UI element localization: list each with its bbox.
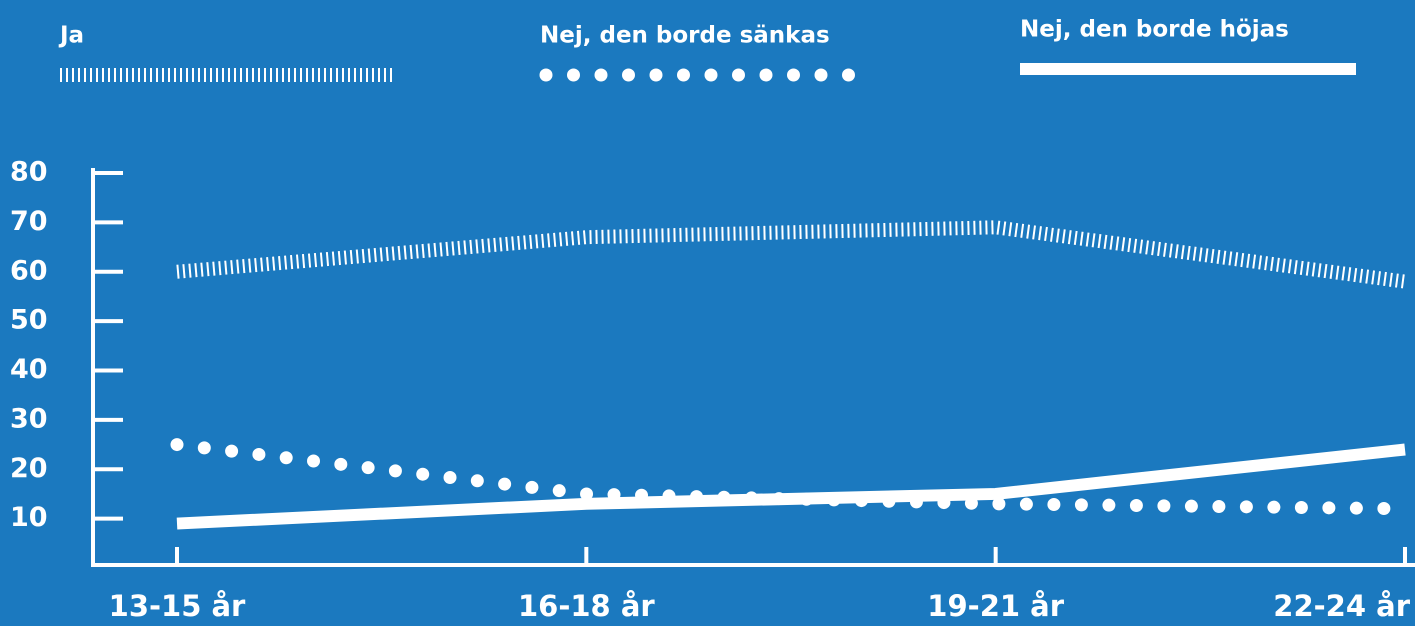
y-tick-label: 40 [10, 354, 48, 385]
x-tick-label: 13-15 år [109, 589, 246, 623]
y-tick-label: 30 [10, 403, 48, 434]
y-tick-label: 70 [10, 206, 48, 237]
y-tick-label: 60 [10, 255, 48, 286]
legend-label: Nej, den borde höjas [1020, 17, 1289, 43]
legend-label: Nej, den borde sänkas [540, 23, 830, 49]
legend-label: Ja [58, 23, 84, 49]
y-tick-label: 80 [10, 157, 48, 188]
x-tick-label: 22-24 år [1273, 589, 1410, 623]
x-tick-label: 16-18 år [518, 589, 655, 623]
data-line [176, 220, 1406, 289]
data-line [176, 443, 1406, 530]
y-tick-label: 20 [10, 453, 48, 484]
y-tick-label: 10 [10, 502, 48, 533]
y-tick-label: 50 [10, 305, 48, 336]
x-tick-label: 19-21 år [927, 589, 1064, 623]
